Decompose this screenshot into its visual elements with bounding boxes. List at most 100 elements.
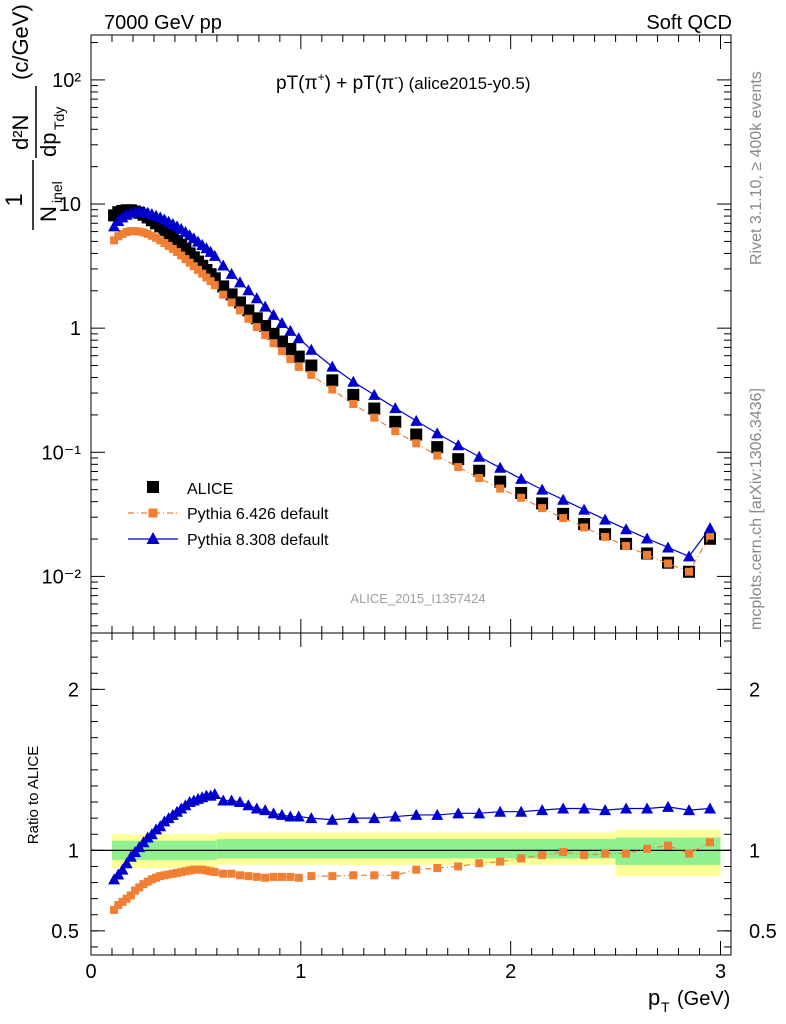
main-point-0-37 xyxy=(347,388,360,401)
main-point-2-36 xyxy=(326,360,339,372)
main-point-1-47 xyxy=(559,514,568,523)
ratio-point-1-37 xyxy=(347,812,360,824)
ratio-point-0-26 xyxy=(227,869,236,878)
main-point-2-52 xyxy=(662,541,675,553)
main-point-1-39 xyxy=(391,427,400,436)
ratio-point-1-45 xyxy=(515,805,528,817)
ratio-point-0-30 xyxy=(261,873,270,882)
ratio-point-0-41 xyxy=(433,864,442,873)
main-point-0-34 xyxy=(292,350,305,363)
ratio-point-1-31 xyxy=(267,807,280,819)
main-ytick-label-3: 10⁻¹ xyxy=(42,442,82,464)
ratio-point-0-4 xyxy=(126,891,135,900)
main-point-2-25 xyxy=(217,259,230,271)
ratio-point-1-36 xyxy=(326,813,339,825)
ratio-xtick-label-1: 1 xyxy=(295,961,306,983)
main-point-2-45 xyxy=(515,472,528,484)
main-point-1-36 xyxy=(328,385,337,394)
ratio-point-0-53 xyxy=(685,849,694,858)
main-point-1-9 xyxy=(147,231,156,240)
ratio-point-0-17 xyxy=(181,867,190,876)
watermark: ALICE_2015_I1357424 xyxy=(350,591,485,606)
ratio-point-1-47 xyxy=(557,802,570,814)
legend-label-pythia6: Pythia 6.426 default xyxy=(187,506,329,523)
main-point-1-20 xyxy=(194,265,203,274)
main-point-0-35 xyxy=(305,359,318,372)
ratio-point-0-11 xyxy=(156,872,165,881)
ratio-point-0-34 xyxy=(294,873,303,882)
ratio-point-1-40 xyxy=(410,808,423,820)
legend: ALICE Pythia 6.426 default Pythia 8.308 … xyxy=(128,481,329,549)
legend-label-alice: ALICE xyxy=(187,481,233,498)
ratio-band-stat-1 xyxy=(216,839,616,859)
ratio-point-0-33 xyxy=(286,872,295,881)
main-point-2-31 xyxy=(267,308,280,320)
ratio-point-1-44 xyxy=(494,805,507,817)
ratio-point-0-31 xyxy=(269,872,278,881)
ratio-point-0-46 xyxy=(538,851,547,860)
ratio-point-0-50 xyxy=(622,849,631,858)
header-right: Soft QCD xyxy=(646,12,732,34)
main-point-1-25 xyxy=(219,290,228,299)
ratio-point-0-15 xyxy=(173,868,182,877)
ratio-point-0-48 xyxy=(580,851,589,860)
main-point-2-32 xyxy=(275,317,288,329)
ratio-point-0-7 xyxy=(139,880,148,889)
ratio-point-0-24 xyxy=(210,868,219,877)
main-point-1-19 xyxy=(189,262,198,271)
main-point-1-8 xyxy=(143,229,152,238)
legend-marker-pythia6 xyxy=(148,508,158,518)
ratio-point-0-39 xyxy=(391,871,400,880)
main-ytick-label-1: 10 xyxy=(59,194,81,216)
ratio-ytick-label-right-0: 2 xyxy=(749,679,760,701)
main-point-0-38 xyxy=(368,402,381,415)
ratio-point-1-53 xyxy=(683,804,696,816)
main-point-1-29 xyxy=(252,323,261,332)
main-point-0-41 xyxy=(431,441,444,454)
svg-text:dp: dp xyxy=(36,133,61,157)
ratio-point-1-27 xyxy=(233,796,246,808)
ratio-point-1-41 xyxy=(431,808,444,820)
main-point-2-30 xyxy=(259,300,272,312)
ratio-point-0-40 xyxy=(412,865,421,874)
ratio-series-layer xyxy=(108,788,717,914)
main-point-1-52 xyxy=(664,559,673,568)
ratio-point-1-28 xyxy=(242,799,255,811)
main-point-1-12 xyxy=(160,239,169,248)
ratio-xtick-label-2: 2 xyxy=(505,961,516,983)
main-point-2-28 xyxy=(242,284,255,296)
main-ytick-label-0: 10² xyxy=(52,70,81,92)
svg-text:Tdy: Tdy xyxy=(51,107,67,130)
ratio-point-1-25 xyxy=(217,794,230,806)
main-point-1-6 xyxy=(135,227,144,236)
ratio-point-1-51 xyxy=(641,802,654,814)
ratio-point-0-38 xyxy=(370,871,379,880)
main-point-2-43 xyxy=(473,450,486,462)
ratio-ytick-label-2: 0.5 xyxy=(51,921,79,943)
ratio-point-0-16 xyxy=(177,868,186,877)
ratio-y-label: Ratio to ALICE xyxy=(25,746,42,844)
svg-text:p: p xyxy=(648,985,660,1010)
ratio-ytick-label-right-1: 1 xyxy=(749,840,760,862)
legend-label-pythia8: Pythia 8.308 default xyxy=(187,532,329,549)
ratio-point-0-51 xyxy=(643,844,652,853)
ratio-point-0-22 xyxy=(202,866,211,875)
main-ytick-label-2: 1 xyxy=(70,318,81,340)
main-point-1-0 xyxy=(110,236,119,245)
main-point-1-1 xyxy=(114,232,123,241)
main-point-1-22 xyxy=(202,273,211,282)
main-point-1-24 xyxy=(210,281,219,290)
main-point-1-15 xyxy=(173,248,182,257)
svg-text:1: 1 xyxy=(1,193,28,206)
ratio-point-0-37 xyxy=(349,871,358,880)
main-point-0-39 xyxy=(389,415,402,428)
ratio-point-1-34 xyxy=(292,810,305,822)
ratio-point-0-32 xyxy=(277,872,286,881)
main-point-1-11 xyxy=(156,236,165,245)
side-label-rivet: Rivet 3.1.10, ≥ 400k events xyxy=(748,71,765,265)
ratio-frame xyxy=(90,632,732,956)
ratio-point-0-44 xyxy=(496,857,505,866)
main-point-1-33 xyxy=(286,355,295,364)
main-point-1-41 xyxy=(433,451,442,460)
main-point-1-23 xyxy=(206,277,215,286)
